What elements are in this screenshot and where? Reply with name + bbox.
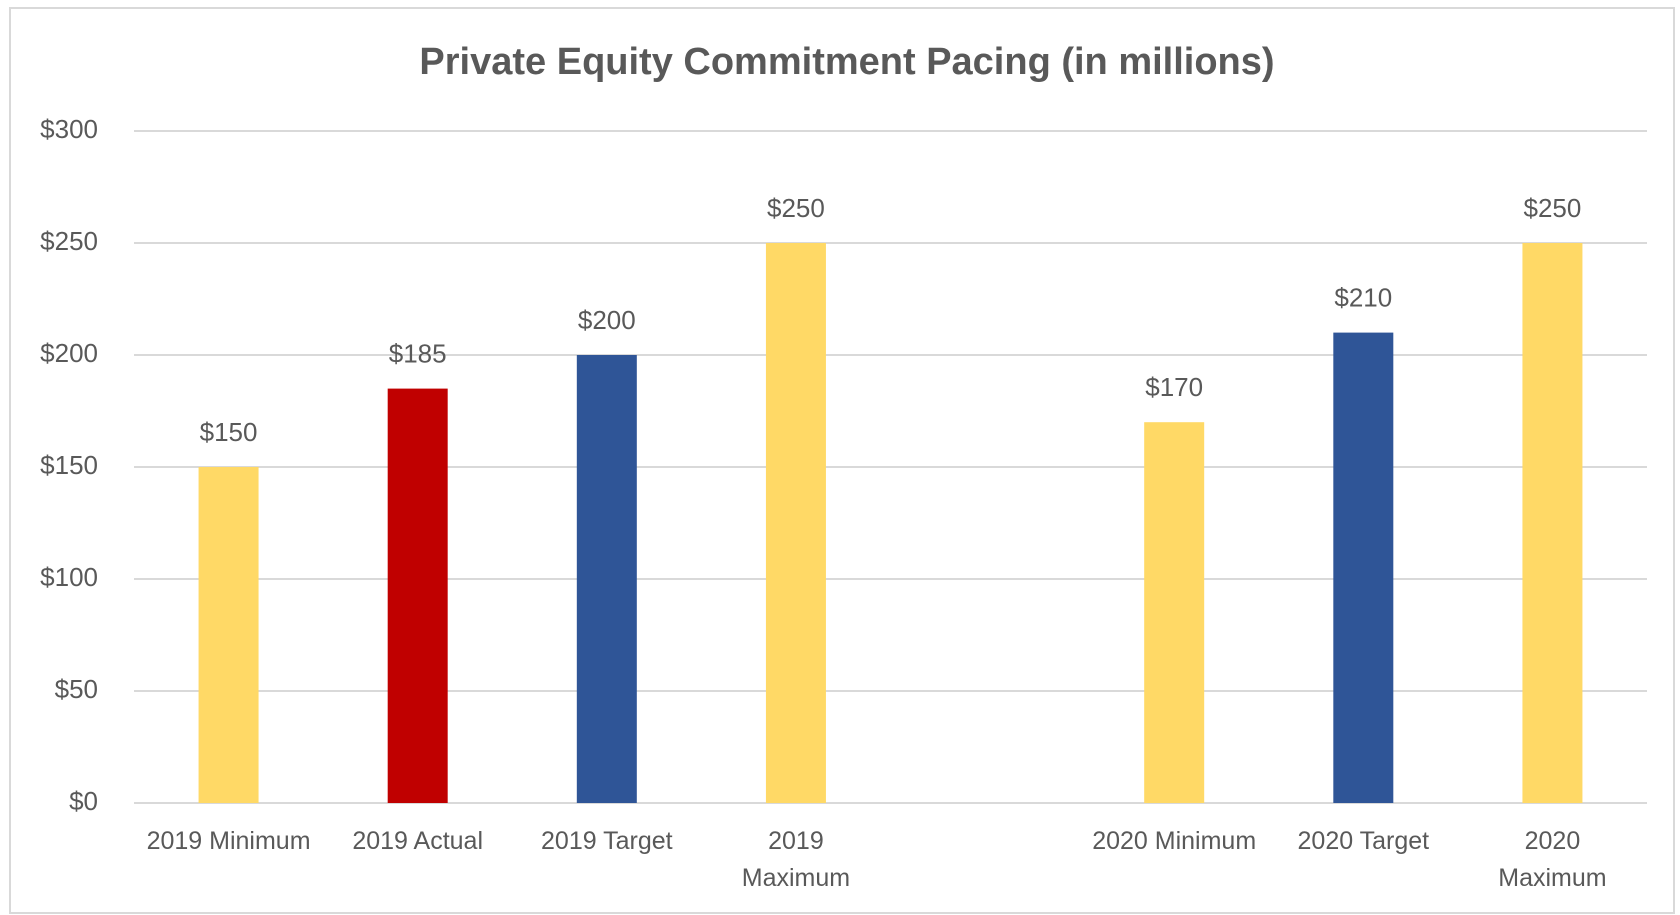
data-label: $250 [1524, 193, 1582, 223]
y-tick-label: $50 [55, 674, 98, 704]
bar [387, 388, 448, 803]
bar [1333, 332, 1394, 803]
data-label: $250 [767, 193, 825, 223]
x-tick-label: 2020 Maximum [1498, 827, 1607, 892]
x-tick-label: 2020 Minimum [1092, 827, 1257, 855]
y-tick-label: $0 [69, 786, 98, 816]
data-label: $170 [1145, 372, 1203, 402]
data-label: $185 [389, 338, 447, 368]
x-tick-label: 2019 Target [541, 827, 673, 855]
x-tick-label: 2019 Minimum [146, 827, 311, 855]
data-label: $210 [1334, 282, 1392, 312]
x-tick-label: 2019 Actual [352, 827, 484, 855]
y-tick-label: $200 [40, 338, 98, 368]
bar [1144, 422, 1205, 803]
bar [198, 467, 259, 803]
chart-frame [9, 7, 1675, 914]
y-tick-label: $100 [40, 562, 98, 592]
chart-title: Private Equity Commitment Pacing (in mil… [419, 41, 1274, 83]
data-label: $200 [578, 305, 636, 335]
y-tick-label: $250 [40, 226, 98, 256]
x-tick-label: 2020 Target [1297, 827, 1430, 855]
x-tick-label: 2019 Maximum [741, 827, 851, 892]
bar [765, 243, 826, 803]
y-tick-label: $300 [40, 114, 98, 144]
data-label: $150 [200, 417, 258, 447]
y-tick-label: $150 [40, 450, 98, 480]
bar [1522, 243, 1583, 803]
bar [576, 355, 637, 803]
